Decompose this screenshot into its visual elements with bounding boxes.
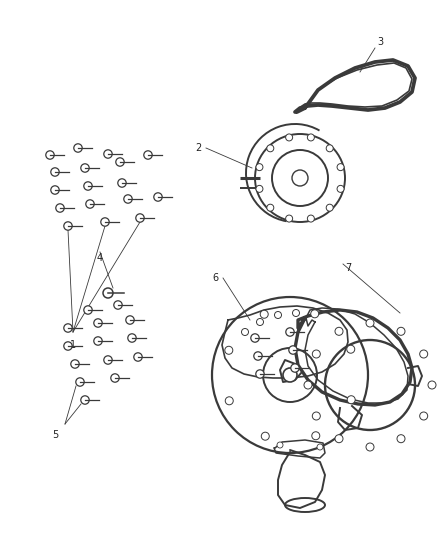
Circle shape [251, 334, 259, 342]
Circle shape [256, 370, 264, 378]
Circle shape [286, 328, 294, 336]
Circle shape [74, 144, 82, 152]
Circle shape [326, 204, 333, 211]
Text: 1: 1 [70, 340, 76, 350]
Text: 2: 2 [195, 143, 201, 153]
Circle shape [136, 214, 144, 222]
Text: 4: 4 [97, 253, 103, 263]
Circle shape [304, 381, 312, 389]
Circle shape [81, 396, 89, 404]
Circle shape [116, 158, 124, 166]
Circle shape [311, 310, 319, 318]
Circle shape [134, 353, 142, 361]
Circle shape [124, 195, 132, 203]
Circle shape [337, 164, 344, 171]
Circle shape [104, 150, 112, 158]
Circle shape [347, 345, 355, 353]
Circle shape [335, 435, 343, 443]
Circle shape [111, 374, 119, 382]
Circle shape [94, 337, 102, 345]
Circle shape [317, 444, 323, 450]
Circle shape [261, 432, 269, 440]
Circle shape [64, 222, 72, 230]
Circle shape [64, 324, 72, 332]
Circle shape [366, 443, 374, 451]
Circle shape [51, 168, 59, 176]
Circle shape [86, 200, 94, 208]
Circle shape [267, 145, 274, 152]
Circle shape [312, 350, 320, 358]
Circle shape [118, 179, 126, 187]
Text: 6: 6 [212, 273, 218, 283]
Text: 7: 7 [345, 263, 351, 273]
Circle shape [64, 342, 72, 350]
Circle shape [347, 395, 355, 403]
Circle shape [254, 352, 262, 360]
Circle shape [420, 350, 427, 358]
Circle shape [104, 356, 112, 364]
Circle shape [94, 319, 102, 327]
Circle shape [257, 319, 264, 326]
Circle shape [241, 328, 248, 335]
Circle shape [291, 364, 299, 372]
Circle shape [289, 346, 297, 354]
Circle shape [326, 145, 333, 152]
Circle shape [277, 442, 283, 448]
Circle shape [114, 301, 122, 309]
Circle shape [337, 185, 344, 192]
Circle shape [84, 306, 92, 314]
Circle shape [81, 164, 89, 172]
Circle shape [256, 185, 263, 192]
Text: 5: 5 [52, 430, 58, 440]
Circle shape [267, 204, 274, 211]
Circle shape [366, 319, 374, 327]
Circle shape [335, 327, 343, 335]
Circle shape [428, 381, 436, 389]
Circle shape [51, 186, 59, 194]
Circle shape [225, 397, 233, 405]
Circle shape [101, 218, 109, 226]
Circle shape [144, 151, 152, 159]
Circle shape [56, 204, 64, 212]
Circle shape [307, 134, 314, 141]
Circle shape [103, 288, 113, 298]
Circle shape [260, 310, 268, 318]
Circle shape [307, 215, 314, 222]
Circle shape [76, 378, 84, 386]
Circle shape [397, 327, 405, 335]
Circle shape [293, 310, 300, 317]
Circle shape [46, 151, 54, 159]
Circle shape [71, 360, 79, 368]
Circle shape [126, 316, 134, 324]
Circle shape [256, 164, 263, 171]
Circle shape [286, 215, 293, 222]
Circle shape [397, 435, 405, 443]
Circle shape [225, 346, 233, 354]
Circle shape [312, 432, 320, 440]
Circle shape [283, 368, 297, 382]
Circle shape [312, 412, 320, 420]
Circle shape [84, 182, 92, 190]
Circle shape [286, 134, 293, 141]
Circle shape [275, 311, 282, 319]
Circle shape [420, 412, 427, 420]
Circle shape [128, 334, 136, 342]
Text: 3: 3 [377, 37, 383, 47]
Circle shape [154, 193, 162, 201]
